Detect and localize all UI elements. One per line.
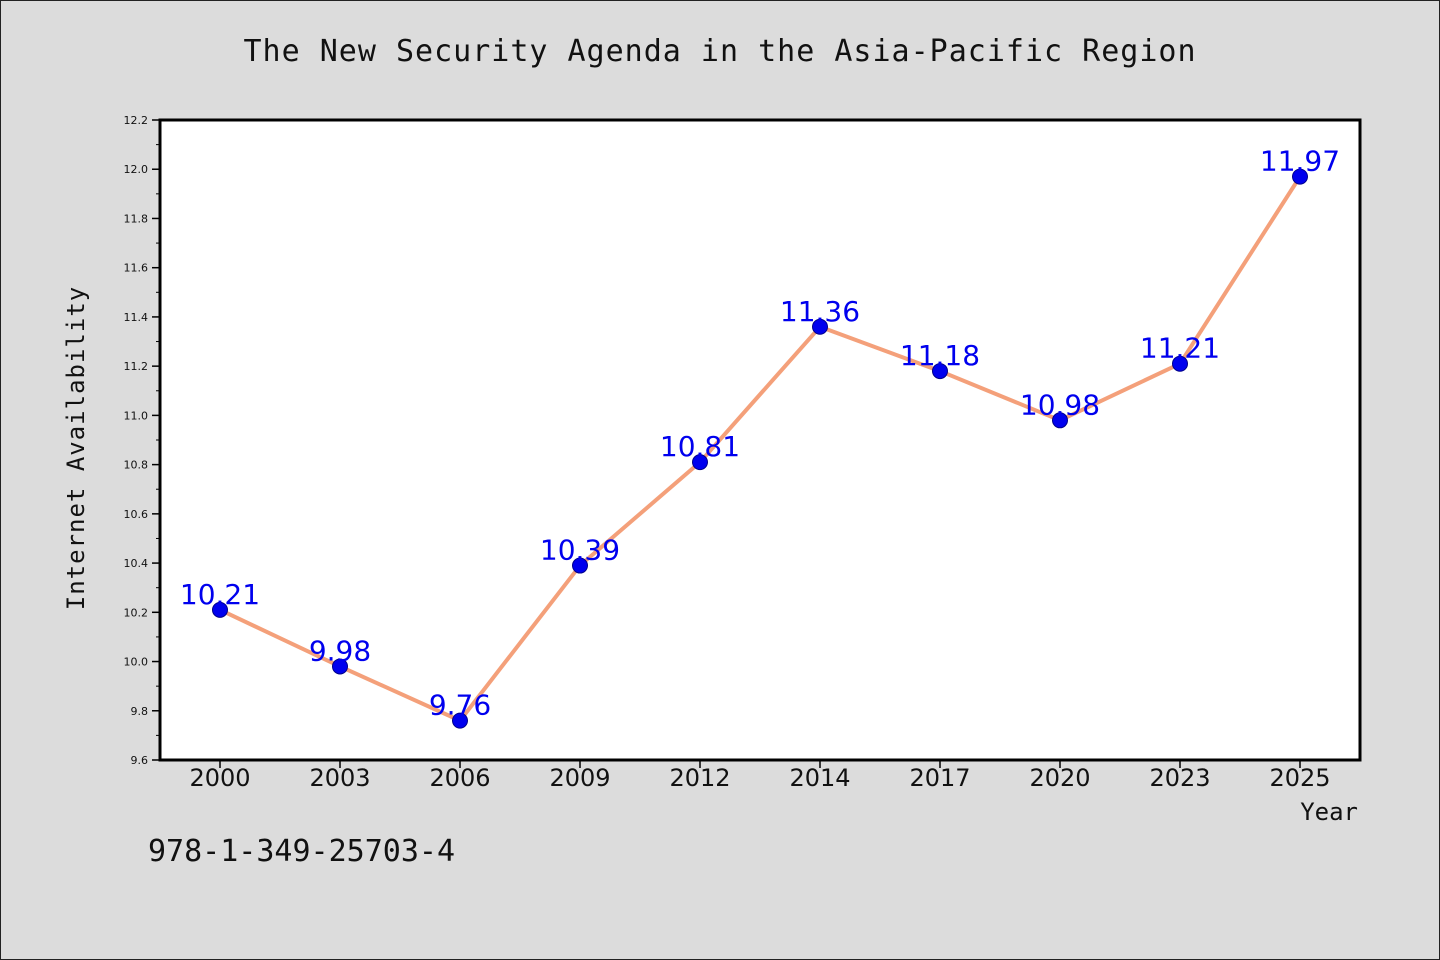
x-tick-label: 2023 [1149,764,1210,792]
chart-title: The New Security Agenda in the Asia-Paci… [243,34,1197,69]
data-label: 9.98 [309,634,371,667]
y-axis-label: Internet Availability [62,286,90,610]
y-tick-label: 11.0 [124,409,149,422]
isbn-text: 978-1-349-25703-4 [148,834,456,869]
data-point [812,318,828,335]
data-markers [212,168,1308,729]
data-label: 10.21 [180,578,260,611]
series-line [219,175,1302,723]
data-point [932,363,948,380]
x-tick-label: 2009 [549,764,610,792]
y-tick-label: 9.6 [131,754,149,767]
y-tick-label: 10.4 [124,557,149,570]
y-tick-label: 11.4 [124,311,149,324]
y-tick-label: 10.8 [124,459,149,472]
x-tick-label: 2006 [429,764,490,792]
data-point [212,601,228,618]
data-label: 11.97 [1260,145,1340,178]
y-tick-label: 11.2 [124,360,149,373]
y-axis: 9.6 9.8 10.0 10.2 10.4 10.6 10.8 11.0 11.2 11.4 11… [124,114,160,767]
y-tick-label: 12.2 [124,114,149,127]
y-tick-label: 10.0 [124,656,149,669]
x-tick-label: 2003 [309,764,370,792]
data-labels: 10.21 9.98 9.76 10.39 10.81 11.36 11.18 10.98 11… [180,145,1340,722]
data-point [1052,412,1068,429]
x-axis-label: Year [1300,798,1358,826]
x-tick-label: 2012 [669,764,730,792]
data-point [1292,168,1308,185]
y-tick-label: 10.2 [124,606,149,619]
x-tick-label: 2017 [909,764,970,792]
data-point [572,557,588,574]
y-tick-label: 10.6 [124,508,149,521]
data-label: 10.39 [540,534,620,567]
data-label: 10.98 [1020,388,1100,421]
x-tick-label: 2014 [789,764,850,792]
y-tick-label: 12.0 [124,163,149,176]
y-tick-label: 11.6 [124,262,149,275]
plot-area [158,118,1362,762]
x-axis: 2000 2003 2006 2009 2012 2014 2017 2020 2023 2025 [189,760,1331,792]
x-tick-label: 2025 [1269,764,1330,792]
data-point [1172,355,1188,372]
y-tick-label: 9.8 [131,705,149,718]
data-label: 11.18 [900,339,980,372]
x-tick-label: 2020 [1029,764,1090,792]
data-label: 11.36 [780,295,860,328]
data-label: 9.76 [429,689,491,722]
x-tick-label: 2000 [189,764,250,792]
y-tick-label: 11.8 [124,212,149,225]
data-label: 11.21 [1140,332,1220,365]
data-point [452,712,468,729]
data-point [692,454,708,471]
data-point [332,658,348,675]
data-label: 10.81 [660,430,740,463]
